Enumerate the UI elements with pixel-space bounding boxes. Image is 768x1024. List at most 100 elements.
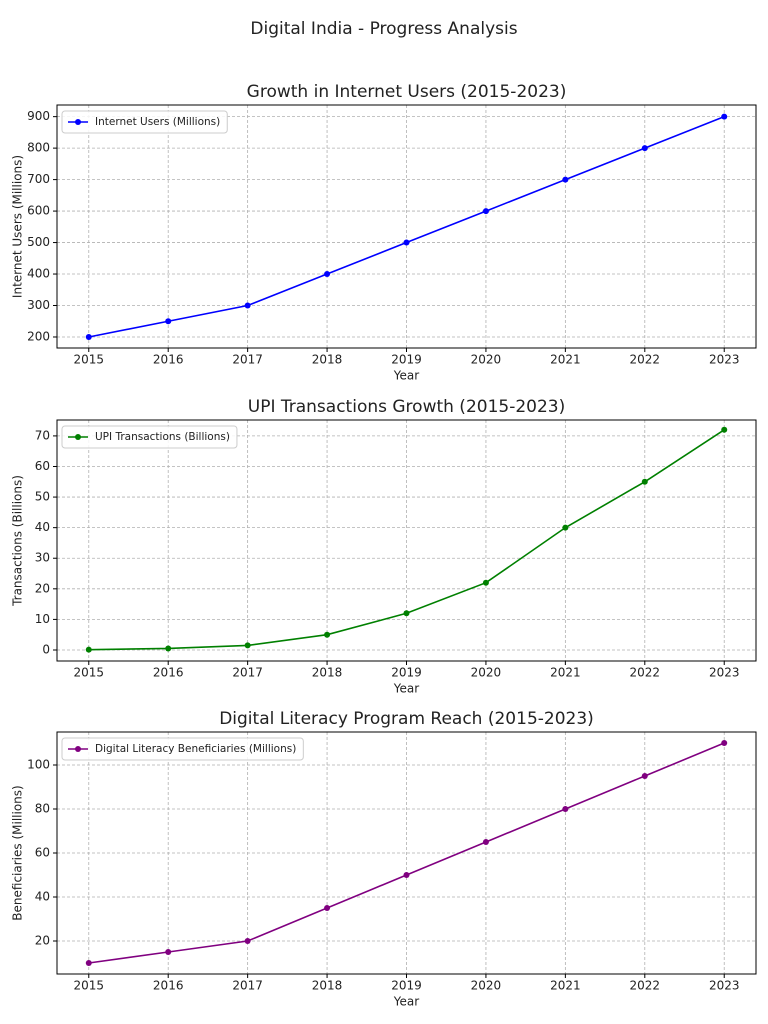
data-point	[165, 949, 172, 955]
x-tick-label: 2022	[630, 353, 661, 367]
data-point	[244, 302, 251, 309]
legend: Internet Users (Millions)	[61, 110, 228, 134]
data-point	[641, 773, 648, 779]
x-tick-label: 2023	[709, 979, 740, 993]
data-point	[403, 239, 410, 246]
legend-marker	[75, 434, 81, 440]
x-tick-label: 2019	[391, 979, 422, 993]
data-point	[85, 646, 92, 653]
y-tick-label: 700	[27, 172, 50, 186]
data-point	[85, 960, 92, 966]
x-tick-label: 2018	[312, 353, 343, 367]
x-tick-label: 2023	[709, 353, 740, 367]
chart-title: UPI Transactions Growth (2015-2023)	[248, 397, 566, 417]
y-tick-label: 200	[27, 329, 50, 343]
x-axis-label: Year	[393, 369, 419, 383]
x-tick-label: 2022	[630, 979, 661, 993]
legend: UPI Transactions (Billions)	[61, 425, 238, 449]
y-tick-label: 70	[35, 428, 50, 442]
data-point	[721, 426, 728, 433]
x-tick-label: 2016	[153, 353, 184, 367]
x-tick-label: 2015	[73, 979, 104, 993]
x-tick-label: 2015	[73, 666, 104, 680]
x-tick-label: 2020	[471, 666, 502, 680]
data-point	[324, 631, 331, 638]
y-tick-label: 900	[27, 109, 50, 123]
plot-frame	[56, 104, 757, 349]
x-tick-label: 2023	[709, 666, 740, 680]
y-tick-label: 40	[35, 520, 50, 534]
y-tick-label: 60	[35, 846, 50, 860]
y-axis-label: Transactions (Billions)	[11, 475, 25, 607]
x-tick-label: 2019	[391, 353, 422, 367]
data-point	[244, 642, 251, 649]
y-tick-label: 60	[35, 459, 50, 473]
y-tick-label: 50	[35, 490, 50, 504]
x-tick-label: 2021	[550, 353, 581, 367]
y-tick-label: 80	[35, 802, 50, 816]
legend-box	[61, 110, 228, 134]
x-tick-label: 2018	[312, 979, 343, 993]
data-point	[641, 478, 648, 485]
x-tick-label: 2017	[232, 353, 263, 367]
x-tick-label: 2020	[471, 353, 502, 367]
y-tick-label: 600	[27, 204, 50, 218]
data-point	[482, 208, 489, 215]
data-point	[482, 839, 489, 845]
x-tick-label: 2016	[153, 979, 184, 993]
x-axis-label: Year	[393, 682, 419, 696]
data-point	[85, 333, 92, 340]
legend: Digital Literacy Beneficiaries (Millions…	[61, 737, 304, 761]
x-tick-label: 2018	[312, 666, 343, 680]
y-axis-label: Beneficiaries (Millions)	[11, 785, 25, 920]
x-tick-label: 2017	[232, 979, 263, 993]
data-point	[403, 610, 410, 617]
data-point	[482, 579, 489, 586]
data-point	[721, 113, 728, 120]
data-point	[562, 176, 569, 183]
y-tick-label: 500	[27, 235, 50, 249]
plot-frame	[56, 419, 757, 662]
legend-marker	[75, 746, 81, 752]
x-tick-label: 2021	[550, 666, 581, 680]
plot-frame	[56, 731, 757, 975]
data-point	[324, 905, 331, 911]
y-axis-label: Internet Users (Millions)	[11, 155, 25, 298]
data-point	[562, 524, 569, 531]
y-tick-label: 800	[27, 141, 50, 155]
data-point	[244, 938, 251, 944]
legend-label: UPI Transactions (Billions)	[95, 431, 230, 443]
data-point	[403, 872, 410, 878]
y-tick-label: 0	[42, 642, 50, 656]
data-point	[165, 318, 172, 325]
x-tick-label: 2017	[232, 666, 263, 680]
x-axis-label: Year	[393, 995, 419, 1009]
y-tick-label: 30	[35, 551, 50, 565]
legend-label: Digital Literacy Beneficiaries (Millions…	[95, 743, 296, 755]
legend-label: Internet Users (Millions)	[95, 116, 220, 128]
y-tick-label: 10	[35, 612, 50, 626]
data-point	[721, 740, 728, 746]
legend-box	[61, 737, 304, 761]
x-tick-label: 2022	[630, 666, 661, 680]
x-tick-label: 2020	[471, 979, 502, 993]
y-tick-label: 300	[27, 298, 50, 312]
x-tick-label: 2019	[391, 666, 422, 680]
y-tick-label: 20	[35, 581, 50, 595]
legend-box	[61, 425, 238, 449]
y-tick-label: 20	[35, 934, 50, 948]
data-point	[165, 645, 172, 652]
data-point	[324, 271, 331, 278]
y-tick-label: 400	[27, 267, 50, 281]
chart-title: Digital Literacy Program Reach (2015-202…	[219, 709, 594, 729]
figure-title: Digital India - Progress Analysis	[250, 19, 517, 39]
data-point	[641, 145, 648, 152]
y-tick-label: 40	[35, 890, 50, 904]
x-tick-label: 2016	[153, 666, 184, 680]
chart-title: Growth in Internet Users (2015-2023)	[247, 82, 567, 102]
y-tick-label: 100	[27, 758, 50, 772]
x-tick-label: 2015	[73, 353, 104, 367]
legend-marker	[75, 119, 81, 125]
data-point	[562, 806, 569, 812]
